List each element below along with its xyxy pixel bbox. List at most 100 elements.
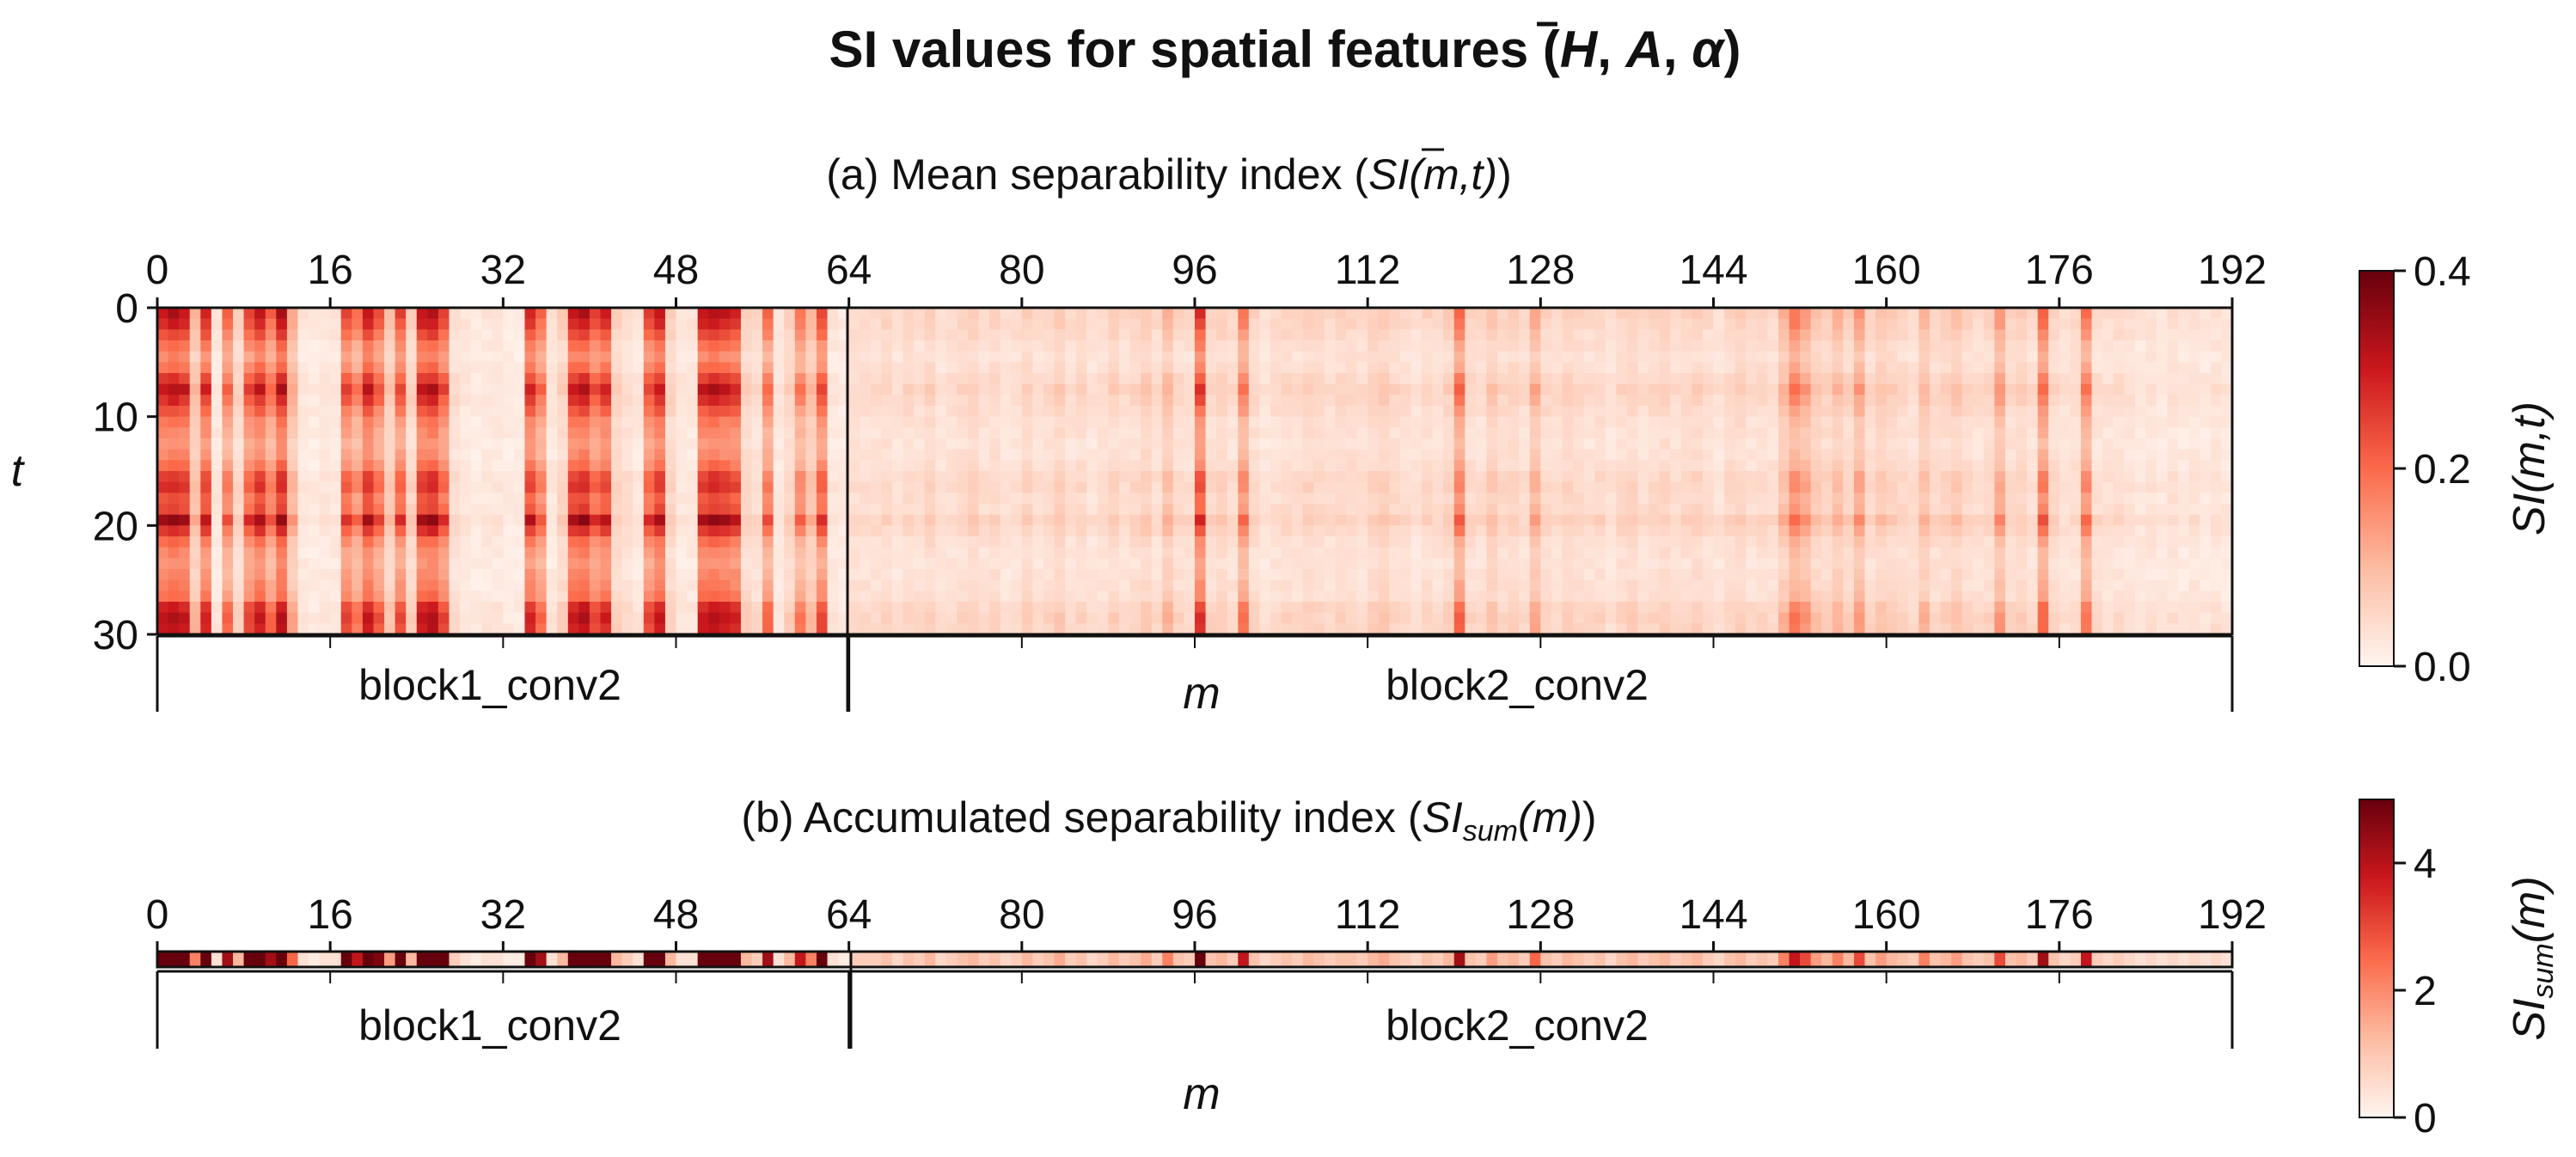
- heatmap-a-cell: [1875, 351, 1888, 363]
- heatmap-a-cell: [1270, 569, 1282, 581]
- heatmap-a-cell: [1021, 308, 1033, 320]
- heatmap-a-cell: [567, 536, 579, 548]
- heatmap-a-cell: [1065, 406, 1077, 418]
- heatmap-a-cell: [1172, 395, 1185, 407]
- heatmap-a-cell: [352, 308, 364, 320]
- heatmap-a-cell: [1162, 481, 1174, 493]
- heatmap-a-cell: [1378, 438, 1390, 450]
- heatmap-a-cell: [784, 481, 796, 493]
- figure-title: SI values for spatial features (H, A, α): [829, 21, 1741, 78]
- heatmap-a-cell: [1054, 318, 1066, 330]
- heatmap-a-cell: [1281, 383, 1293, 395]
- heatmap-a-cell: [1843, 438, 1855, 450]
- heatmap-a-cell: [1162, 406, 1174, 418]
- heatmap-a-cell: [1692, 427, 1704, 439]
- heatmap-a-cell: [1605, 340, 1617, 352]
- heatmap-a-cell: [265, 340, 277, 352]
- heatmap-a-cell: [1551, 395, 1563, 407]
- heatmap-a-cell: [1680, 514, 1692, 526]
- heatmap-a-cell: [427, 340, 439, 352]
- heatmap-a-cell: [406, 438, 418, 450]
- heatmap-a-cell: [600, 623, 612, 635]
- heatmap-a-cell: [395, 471, 407, 483]
- heatmap-a-cell: [881, 318, 893, 330]
- heatmap-a-cell: [1465, 591, 1477, 603]
- heatmap-a-cell: [524, 493, 536, 505]
- heatmap-a-cell: [978, 602, 990, 614]
- heatmap-a-cell: [1281, 504, 1293, 516]
- heatmap-a-cell: [1594, 514, 1606, 526]
- heatmap-a-cell: [1162, 340, 1174, 352]
- heatmap-a-cell: [1162, 416, 1174, 428]
- heatmap-a-cell: [1659, 395, 1671, 407]
- heatmap-a-cell: [168, 383, 180, 395]
- heatmap-a-cell: [633, 547, 645, 559]
- heatmap-a-cell: [633, 493, 645, 505]
- heatmap-a-cell: [1767, 308, 1779, 320]
- heatmap-a-cell: [406, 525, 418, 537]
- heatmap-a-cell: [427, 318, 439, 330]
- heatmap-a-cell: [1529, 536, 1541, 548]
- heatmap-a-cell: [1680, 362, 1692, 374]
- heatmap-a-cell: [1680, 406, 1692, 418]
- heatmap-a-cell: [233, 591, 245, 603]
- heatmap-a-cell: [664, 602, 677, 614]
- heatmap-a-cell: [751, 612, 763, 624]
- heatmap-a-cell: [805, 514, 817, 526]
- heatmap-a-cell: [211, 504, 223, 516]
- heatmap-a-cell: [1767, 569, 1779, 581]
- heatmap-a-cell: [891, 579, 904, 591]
- heatmap-a-cell: [1184, 329, 1196, 341]
- heatmap-a-cell: [1594, 612, 1606, 624]
- heatmap-a-cell: [643, 569, 655, 581]
- heatmap-a-cell: [740, 471, 753, 483]
- heatmap-a-cell: [1108, 481, 1120, 493]
- heatmap-a-cell: [1346, 329, 1358, 341]
- heatmap-a-cell: [633, 406, 645, 418]
- heatmap-a-cell: [1011, 373, 1023, 385]
- heatmap-a-cell: [1097, 525, 1110, 537]
- heatmap-a-cell: [189, 471, 201, 483]
- heatmap-a-cell: [1227, 558, 1239, 570]
- heatmap-a-cell: [319, 612, 331, 624]
- heatmap-a-cell: [1724, 591, 1736, 603]
- heatmap-a-cell: [319, 383, 331, 395]
- heatmap-a-cell: [1649, 318, 1661, 330]
- heatmap-a-cell: [903, 481, 915, 493]
- heatmap-a-cell: [1302, 460, 1314, 472]
- heatmap-a-cell: [373, 427, 385, 439]
- heatmap-a-cell: [1843, 460, 1855, 472]
- heatmap-a-cell: [470, 569, 482, 581]
- heatmap-a-cell: [989, 623, 1001, 635]
- heatmap-a-cell: [416, 612, 428, 624]
- heatmap-a-cell: [1313, 308, 1325, 320]
- heatmap-a-cell: [730, 406, 742, 418]
- heatmap-a-cell: [546, 460, 558, 472]
- heatmap-a-cell: [1519, 579, 1531, 591]
- heatmap-a-cell: [1767, 623, 1779, 635]
- heatmap-a-cell: [1929, 525, 1942, 537]
- heatmap-a-cell: [1118, 481, 1131, 493]
- heatmap-a-cell: [1724, 558, 1736, 570]
- heatmap-a-cell: [1789, 547, 1801, 559]
- heatmap-a-cell: [1659, 569, 1671, 581]
- heatmap-a-cell: [1292, 612, 1304, 624]
- heatmap-a-cell: [1151, 579, 1163, 591]
- heatmap-a-cell: [827, 602, 839, 614]
- heatmap-a-cell: [697, 558, 709, 570]
- heatmap-a-cell: [957, 416, 969, 428]
- heatmap-a-cell: [740, 579, 753, 591]
- heatmap-a-cell: [168, 362, 180, 374]
- heatmap-a-cell: [449, 329, 461, 341]
- heatmap-a-cell: [1713, 481, 1725, 493]
- heatmap-a-cell: [1508, 362, 1520, 374]
- heatmap-a-cell: [708, 623, 720, 635]
- heatmap-a-cell: [1195, 514, 1207, 526]
- heatmap-a-cell: [1346, 438, 1358, 450]
- heatmap-a-cell: [1519, 373, 1531, 385]
- heatmap-a-cell: [891, 395, 904, 407]
- heatmap-a-cell: [1853, 612, 1866, 624]
- heatmap-a-cell: [276, 493, 288, 505]
- heatmap-a-cell: [633, 438, 645, 450]
- heatmap-a-cell: [1281, 449, 1293, 461]
